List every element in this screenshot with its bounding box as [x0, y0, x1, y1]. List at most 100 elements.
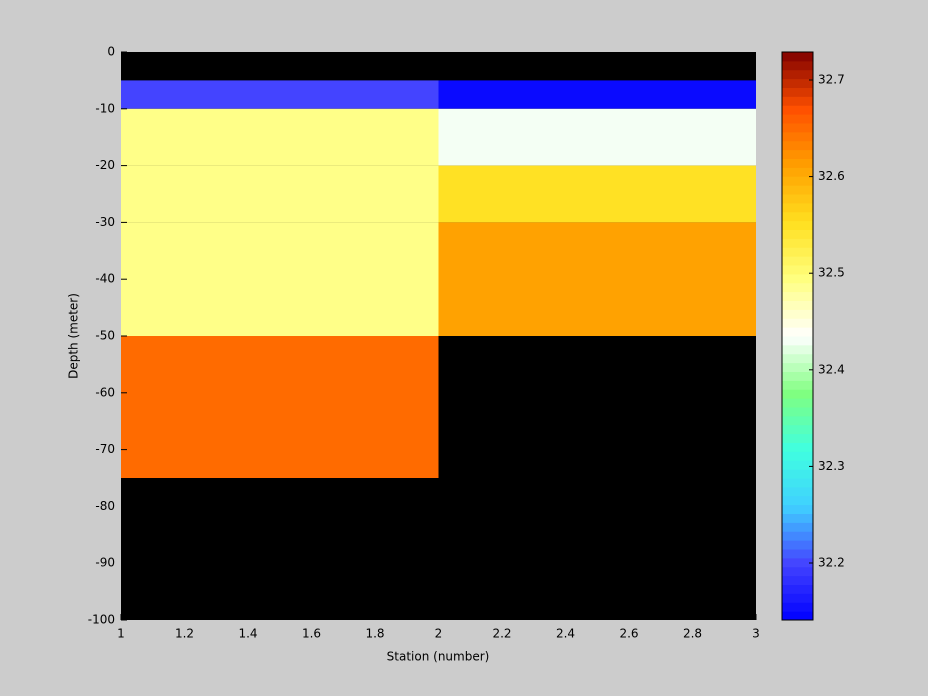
colorbar-tick-label: 32.2	[818, 556, 845, 570]
colorbar-segment	[782, 176, 813, 186]
y-tick-label: -60	[95, 385, 115, 399]
colorbar-segment	[782, 185, 813, 195]
colorbar-tick-label: 32.7	[818, 73, 845, 87]
colorbar-segment	[782, 442, 813, 452]
heatmap-cell	[438, 80, 756, 109]
y-tick-label: -10	[95, 101, 115, 115]
colorbar-segment	[782, 60, 813, 71]
colorbar-segment	[782, 389, 813, 399]
heatmap-cell	[121, 165, 439, 223]
colorbar-segment	[782, 52, 813, 62]
colorbar-segment	[782, 291, 813, 301]
heatmap-cell	[121, 80, 439, 109]
colorbar-segment	[782, 353, 813, 364]
colorbar-segment	[782, 131, 813, 142]
colorbar-segment	[782, 309, 813, 319]
colorbar-segment	[782, 69, 813, 80]
colorbar-segment	[782, 478, 813, 488]
y-tick-label: -80	[95, 499, 115, 513]
y-tick-label: -20	[95, 158, 115, 172]
colorbar-segment	[782, 593, 813, 603]
y-tick-label: 0	[107, 45, 115, 59]
colorbar-segment	[782, 380, 813, 390]
colorbar-segment	[782, 96, 813, 106]
colorbar-segment	[782, 327, 813, 337]
colorbar-segment	[782, 584, 813, 594]
colorbar-segment	[782, 247, 813, 257]
colorbar-segment	[782, 371, 813, 381]
colorbar-segment	[782, 407, 813, 417]
colorbar-tick-label: 32.4	[818, 362, 845, 376]
colorbar-segment	[782, 415, 813, 426]
colorbar-segment	[782, 513, 813, 523]
colorbar-segment	[782, 495, 813, 506]
colorbar-frame	[781, 51, 814, 621]
colorbar-segment	[782, 611, 813, 621]
colorbar-segment	[782, 238, 813, 248]
colorbar-segment	[782, 451, 813, 461]
x-tick-label: 2.8	[683, 627, 702, 641]
x-tick-label: 1.4	[238, 627, 257, 641]
colorbar-segment	[782, 202, 813, 213]
colorbar-segment	[782, 344, 813, 355]
colorbar-segment	[782, 114, 813, 124]
colorbar-segment	[782, 273, 813, 284]
colorbar-segment	[782, 194, 813, 204]
colorbar-segment	[782, 336, 813, 346]
colorbar-segment	[782, 504, 813, 514]
x-tick-label: 1.8	[365, 627, 384, 641]
colorbar-segment	[782, 460, 813, 470]
colorbar-segment	[782, 398, 813, 408]
x-tick-label: 2.2	[492, 627, 511, 641]
colorbar-segment	[782, 229, 813, 239]
x-tick-label: 1	[117, 627, 125, 641]
heatmap-cell	[121, 222, 439, 336]
colorbar-segment	[782, 87, 813, 97]
heatmap-cell	[438, 165, 756, 223]
colorbar-segment	[782, 486, 813, 497]
colorbar-segment	[782, 318, 813, 328]
x-tick-label: 2.6	[619, 627, 638, 641]
y-tick-label: -90	[95, 556, 115, 570]
colorbar-segment	[782, 105, 813, 115]
colorbar-segment	[782, 211, 813, 222]
colorbar-segment	[782, 566, 813, 577]
y-axis-label: Depth (meter)	[67, 293, 81, 379]
colorbar-tick-label: 32.3	[818, 459, 845, 473]
x-tick-label: 3	[752, 627, 760, 641]
colorbar-segment	[782, 540, 813, 550]
colorbar-segment	[782, 433, 813, 443]
colorbar-tick-label: 32.6	[818, 169, 845, 183]
colorbar-segment	[782, 531, 813, 541]
x-tick-label: 1.2	[175, 627, 194, 641]
colorbar-segment	[782, 424, 813, 435]
x-axis-label: Station (number)	[387, 650, 490, 664]
colorbar-segment	[782, 602, 813, 612]
colorbar-segment	[782, 78, 813, 88]
y-tick-label: -40	[95, 272, 115, 286]
colorbar-segment	[782, 256, 813, 266]
x-tick-label: 1.6	[302, 627, 321, 641]
x-tick-label: 2	[435, 627, 443, 641]
heatmap-cell	[438, 108, 756, 166]
colorbar-segment	[782, 300, 813, 310]
colorbar-tick-label: 32.5	[818, 266, 845, 280]
colorbar-segment	[782, 469, 813, 479]
colorbar-segment	[782, 140, 813, 151]
colorbar-segment	[782, 158, 813, 168]
colorbar-segment	[782, 123, 813, 133]
y-tick-label: -100	[88, 613, 115, 627]
x-tick-label: 2.4	[556, 627, 575, 641]
colorbar-segment	[782, 549, 813, 559]
colorbar-segment	[782, 149, 813, 159]
heatmap-cell	[438, 222, 756, 336]
y-tick-label: -50	[95, 329, 115, 343]
y-tick-label: -70	[95, 442, 115, 456]
colorbar-segment	[782, 362, 813, 372]
colorbar-segment	[782, 220, 813, 230]
colorbar-segment	[782, 557, 813, 568]
colorbar-segment	[782, 522, 813, 532]
y-tick-label: -30	[95, 215, 115, 229]
colorbar-segment	[782, 575, 813, 585]
